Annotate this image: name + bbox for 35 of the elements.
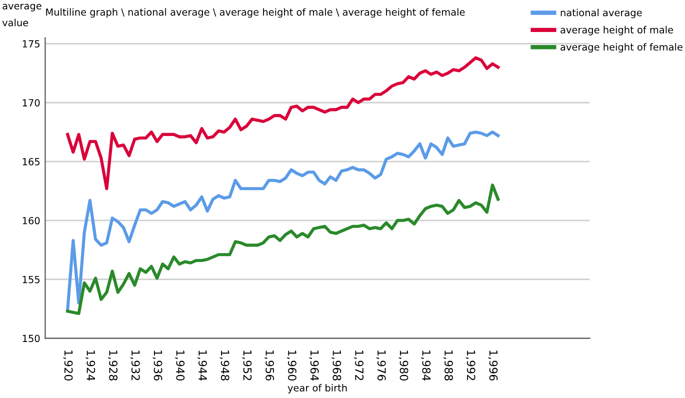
x-tick-label: 1,936: [152, 350, 162, 381]
y-tick-label: 170: [22, 99, 40, 106]
x-tick-label: 1,988: [443, 350, 453, 380]
x-tick-label: 1,984: [421, 350, 431, 381]
y-axis-title: average value: [2, 4, 42, 26]
y-tick-label: 150: [22, 334, 40, 342]
x-tick-label: 1,924: [86, 350, 96, 381]
x-axis-title: year of birth: [288, 384, 347, 394]
legend-label: average height of male: [560, 26, 674, 36]
line-series: [66, 130, 500, 312]
x-tick-label: 1,920: [63, 350, 73, 380]
x-tick-label: 1,992: [466, 350, 476, 380]
x-tick-label: 1,948: [220, 350, 230, 380]
x-tick-label: 1,976: [376, 350, 386, 381]
x-tick-label: 1,980: [398, 350, 408, 380]
x-tick-label: 1,952: [242, 350, 252, 380]
x-tick-label: 1,940: [175, 350, 185, 380]
y-tick-label: 155: [22, 276, 40, 284]
x-tick-label: 1,972: [354, 350, 364, 380]
line-series: [66, 56, 500, 190]
y-tick-label: 160: [22, 216, 40, 224]
x-tick-label: 1,960: [286, 350, 296, 380]
x-tick-label: 1,964: [309, 350, 319, 381]
legend-label: average height of female: [560, 43, 682, 53]
legend-label: national average: [560, 8, 642, 18]
x-tick-label: 1,996: [488, 350, 498, 381]
x-tick-label: 1,928: [108, 350, 118, 380]
x-tick-label: 1,956: [264, 350, 274, 381]
x-tick-label: 1,932: [130, 350, 140, 380]
y-tick-label: 175: [22, 40, 40, 48]
x-tick-label: 1,968: [332, 350, 342, 380]
x-tick-label: 1,944: [197, 350, 207, 381]
chart-title: Multiline graph \ national average \ average height of male \ average height of female: [46, 8, 465, 18]
line-series: [66, 184, 500, 316]
y-tick-label: 165: [22, 158, 40, 166]
